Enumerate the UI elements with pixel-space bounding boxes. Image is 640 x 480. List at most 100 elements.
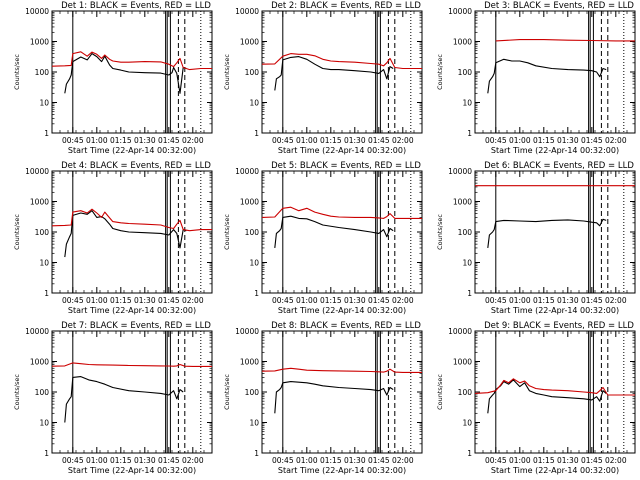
chart-title: Det 1: BLACK = Events, RED = LLD	[61, 1, 211, 11]
y-tick-label: 10000	[25, 167, 49, 176]
y-axis-label: Counts/sec	[436, 214, 444, 250]
y-tick-label: 1000	[30, 198, 49, 207]
panel-grid: Det 1: BLACK = Events, RED = LLD Counts/s…	[13, 1, 636, 475]
plot-frame	[261, 10, 423, 134]
series-line-lld	[261, 206, 422, 219]
series-line-events	[274, 56, 394, 91]
y-tick-label: 1000	[240, 358, 259, 367]
x-tick-label: 01:15	[110, 456, 132, 465]
x-tick-label: 00:45	[272, 296, 294, 305]
chart-title: Det 5: BLACK = Events, RED = LLD	[271, 161, 421, 171]
plot-frame	[474, 10, 636, 134]
x-tick-label: 01:00	[296, 296, 318, 305]
y-tick-label: 10	[39, 259, 49, 268]
y-tick-label: 100	[458, 228, 473, 237]
x-tick-label: 01:15	[533, 136, 555, 145]
x-tick-label: 02:00	[605, 296, 627, 305]
chart-title: Det 7: BLACK = Events, RED = LLD	[61, 321, 211, 331]
y-tick-label: 10000	[25, 7, 49, 16]
y-tick-label: 10	[249, 419, 259, 428]
y-axis-label: Counts/sec	[13, 374, 21, 410]
y-tick-label: 10	[462, 99, 472, 108]
chart-panel-9: Det 9: BLACK = Events, RED = LLD Counts/s…	[436, 321, 636, 475]
x-tick-label: 00:45	[62, 456, 84, 465]
y-tick-label: 1	[44, 449, 49, 458]
chart-panel-8: Det 8: BLACK = Events, RED = LLD Counts/s…	[223, 321, 423, 475]
y-tick-label: 100	[35, 228, 50, 237]
y-tick-label: 10000	[235, 7, 259, 16]
y-tick-label: 10	[462, 259, 472, 268]
y-tick-label: 10	[249, 259, 259, 268]
x-axis-label: Start Time (22-Apr-14 00:32:00)	[68, 306, 196, 315]
series-line-events	[64, 53, 187, 94]
x-tick-label: 01:45	[581, 296, 603, 305]
y-tick-label: 1	[44, 129, 49, 138]
x-tick-label: 01:45	[368, 136, 390, 145]
y-tick-label: 1000	[453, 38, 472, 47]
chart-panel-6: Det 6: BLACK = Events, RED = LLD Counts/s…	[436, 161, 636, 315]
y-tick-label: 10000	[448, 167, 472, 176]
x-tick-label: 01:30	[134, 456, 156, 465]
y-tick-label: 100	[245, 228, 260, 237]
y-tick-label: 10000	[448, 7, 472, 16]
x-axis-label: Start Time (22-Apr-14 00:32:00)	[491, 466, 619, 475]
x-tick-label: 01:30	[344, 456, 366, 465]
y-tick-label: 1000	[453, 198, 472, 207]
series-line-lld	[51, 208, 212, 232]
x-tick-label: 01:30	[557, 296, 579, 305]
series-line-lld	[474, 378, 635, 396]
x-tick-label: 02:00	[182, 296, 204, 305]
series-line-lld	[51, 51, 212, 71]
y-tick-label: 100	[35, 388, 50, 397]
chart-title: Det 3: BLACK = Events, RED = LLD	[484, 1, 634, 11]
y-tick-label: 10	[462, 419, 472, 428]
y-axis-label: Counts/sec	[223, 214, 231, 250]
series-line-lld	[261, 367, 422, 373]
x-tick-label: 01:15	[533, 296, 555, 305]
x-tick-label: 00:45	[485, 296, 507, 305]
series-line-events	[64, 376, 184, 423]
series-line-events	[487, 58, 607, 94]
x-tick-label: 01:30	[557, 136, 579, 145]
series-line-lld	[495, 39, 635, 42]
x-tick-label: 00:45	[62, 296, 84, 305]
y-tick-label: 1000	[240, 198, 259, 207]
x-tick-label: 01:45	[158, 456, 180, 465]
y-tick-label: 10000	[25, 327, 49, 336]
x-tick-label: 02:00	[392, 296, 414, 305]
plot-frame	[474, 330, 636, 454]
y-axis-label: Counts/sec	[13, 54, 21, 90]
y-tick-label: 1	[254, 289, 259, 298]
x-tick-label: 01:00	[296, 136, 318, 145]
chart-panel-1: Det 1: BLACK = Events, RED = LLD Counts/s…	[13, 1, 213, 155]
y-tick-label: 1	[467, 449, 472, 458]
x-axis-label: Start Time (22-Apr-14 00:32:00)	[491, 146, 619, 155]
series-line-events	[274, 215, 394, 248]
x-axis-label: Start Time (22-Apr-14 00:32:00)	[68, 146, 196, 155]
chart-title: Det 9: BLACK = Events, RED = LLD	[484, 321, 634, 331]
x-tick-label: 00:45	[272, 136, 294, 145]
y-tick-label: 100	[245, 388, 260, 397]
y-tick-label: 1	[467, 289, 472, 298]
y-tick-label: 1	[254, 449, 259, 458]
x-tick-label: 01:30	[557, 456, 579, 465]
y-tick-label: 1000	[453, 358, 472, 367]
x-tick-label: 01:00	[509, 456, 531, 465]
y-tick-label: 1000	[240, 38, 259, 47]
x-tick-label: 01:30	[134, 136, 156, 145]
plot-frame	[474, 170, 636, 294]
series-line-lld	[261, 53, 422, 70]
x-tick-label: 01:30	[344, 136, 366, 145]
chart-panel-3: Det 3: BLACK = Events, RED = LLD Counts/s…	[436, 1, 636, 155]
chart-title: Det 4: BLACK = Events, RED = LLD	[61, 161, 211, 171]
x-axis-label: Start Time (22-Apr-14 00:32:00)	[278, 306, 406, 315]
x-tick-label: 01:30	[134, 296, 156, 305]
chart-panel-2: Det 2: BLACK = Events, RED = LLD Counts/s…	[223, 1, 423, 155]
x-tick-label: 00:45	[485, 456, 507, 465]
y-tick-label: 1000	[30, 38, 49, 47]
x-tick-label: 01:00	[509, 136, 531, 145]
y-axis-label: Counts/sec	[223, 374, 231, 410]
x-tick-label: 01:15	[320, 296, 342, 305]
y-tick-label: 10000	[235, 167, 259, 176]
x-axis-label: Start Time (22-Apr-14 00:32:00)	[68, 466, 196, 475]
